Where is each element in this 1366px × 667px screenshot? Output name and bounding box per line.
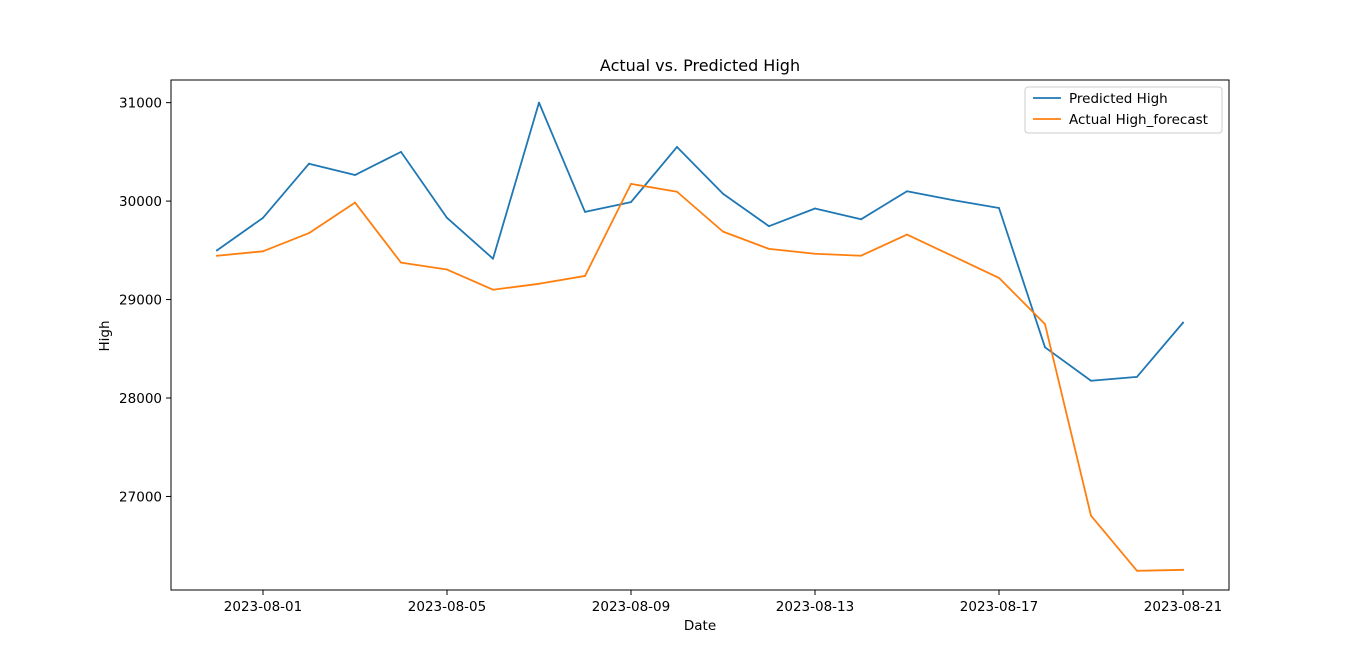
data-point-actual-high-forecast bbox=[492, 288, 494, 291]
series-line-actual-high-forecast bbox=[216, 182, 1184, 572]
legend-label-actual-high-forecast: Actual High_forecast bbox=[1069, 112, 1208, 128]
chart-title: Actual vs. Predicted High bbox=[600, 56, 800, 75]
data-point-actual-high-forecast bbox=[584, 275, 586, 277]
data-point-predicted-high bbox=[400, 150, 402, 153]
legend-box bbox=[1024, 86, 1223, 134]
y-tick-label: 27000 bbox=[119, 489, 162, 505]
data-point-predicted-high bbox=[860, 218, 862, 221]
axis-layer: 2023-08-01 2023-08-05 2023-08-09 2023-08-13… bbox=[119, 96, 1222, 615]
data-point-actual-high-forecast bbox=[1044, 323, 1046, 326]
data-point-predicted-high bbox=[538, 101, 540, 104]
y-tick-label: 29000 bbox=[119, 293, 162, 309]
data-point-predicted-high bbox=[676, 146, 678, 148]
y-tick-label: 30000 bbox=[119, 194, 162, 210]
data-point-predicted-high bbox=[354, 174, 356, 176]
data-point-predicted-high bbox=[216, 249, 218, 252]
x-tick-label: 2023-08-17 bbox=[960, 599, 1038, 615]
data-point-actual-high-forecast bbox=[1182, 568, 1184, 571]
data-point-actual-high-forecast bbox=[722, 230, 724, 233]
data-point-actual-high-forecast bbox=[814, 252, 816, 255]
data-point-actual-high-forecast bbox=[216, 254, 218, 257]
x-tick-label: 2023-08-21 bbox=[1144, 599, 1222, 615]
data-point-actual-high-forecast bbox=[952, 255, 954, 258]
x-tick-label: 2023-08-13 bbox=[776, 599, 854, 615]
data-point-actual-high-forecast bbox=[446, 268, 448, 271]
data-point-predicted-high bbox=[492, 257, 494, 260]
y-axis-label: High bbox=[97, 320, 113, 351]
legend: Predicted High Actual High_forecast bbox=[1024, 86, 1223, 134]
y-tick-label: 28000 bbox=[119, 391, 162, 407]
plot-area-frame bbox=[170, 79, 1230, 591]
data-point-actual-high-forecast bbox=[1136, 569, 1138, 572]
x-tick-label: 2023-08-09 bbox=[592, 599, 670, 615]
data-point-predicted-high bbox=[262, 216, 264, 219]
legend-label-predicted-high: Predicted High bbox=[1069, 91, 1168, 107]
data-point-actual-high-forecast bbox=[630, 182, 632, 185]
data-point-actual-high-forecast bbox=[676, 190, 678, 193]
data-point-actual-high-forecast bbox=[308, 232, 310, 234]
x-tick-label: 2023-08-05 bbox=[408, 599, 486, 615]
data-point-actual-high-forecast bbox=[262, 250, 264, 253]
series-line-predicted-high bbox=[215, 101, 1185, 382]
data-point-predicted-high bbox=[768, 225, 770, 228]
data-point-predicted-high bbox=[952, 199, 954, 202]
data-point-predicted-high bbox=[308, 162, 310, 165]
series-layer bbox=[215, 101, 1185, 572]
data-point-actual-high-forecast bbox=[906, 233, 908, 236]
data-point-actual-high-forecast bbox=[860, 254, 862, 257]
data-point-predicted-high bbox=[446, 216, 448, 219]
data-point-predicted-high bbox=[630, 201, 632, 203]
data-point-actual-high-forecast bbox=[400, 261, 402, 264]
data-point-actual-high-forecast bbox=[768, 247, 770, 250]
data-point-predicted-high bbox=[814, 207, 816, 210]
x-tick-label: 2023-08-01 bbox=[224, 599, 302, 615]
data-point-predicted-high bbox=[1044, 346, 1046, 349]
data-point-predicted-high bbox=[584, 211, 586, 213]
data-point-actual-high-forecast bbox=[998, 276, 1000, 279]
data-point-actual-high-forecast bbox=[1090, 514, 1092, 517]
y-tick-label: 31000 bbox=[119, 96, 162, 112]
data-point-predicted-high bbox=[1182, 321, 1184, 324]
data-point-actual-high-forecast bbox=[354, 201, 356, 204]
data-point-predicted-high bbox=[1090, 379, 1092, 382]
data-point-predicted-high bbox=[906, 190, 908, 193]
data-point-predicted-high bbox=[998, 207, 1000, 209]
data-point-predicted-high bbox=[722, 192, 724, 195]
data-point-actual-high-forecast bbox=[538, 282, 540, 285]
x-axis-label: Date bbox=[684, 618, 716, 634]
data-point-predicted-high bbox=[1136, 375, 1138, 378]
